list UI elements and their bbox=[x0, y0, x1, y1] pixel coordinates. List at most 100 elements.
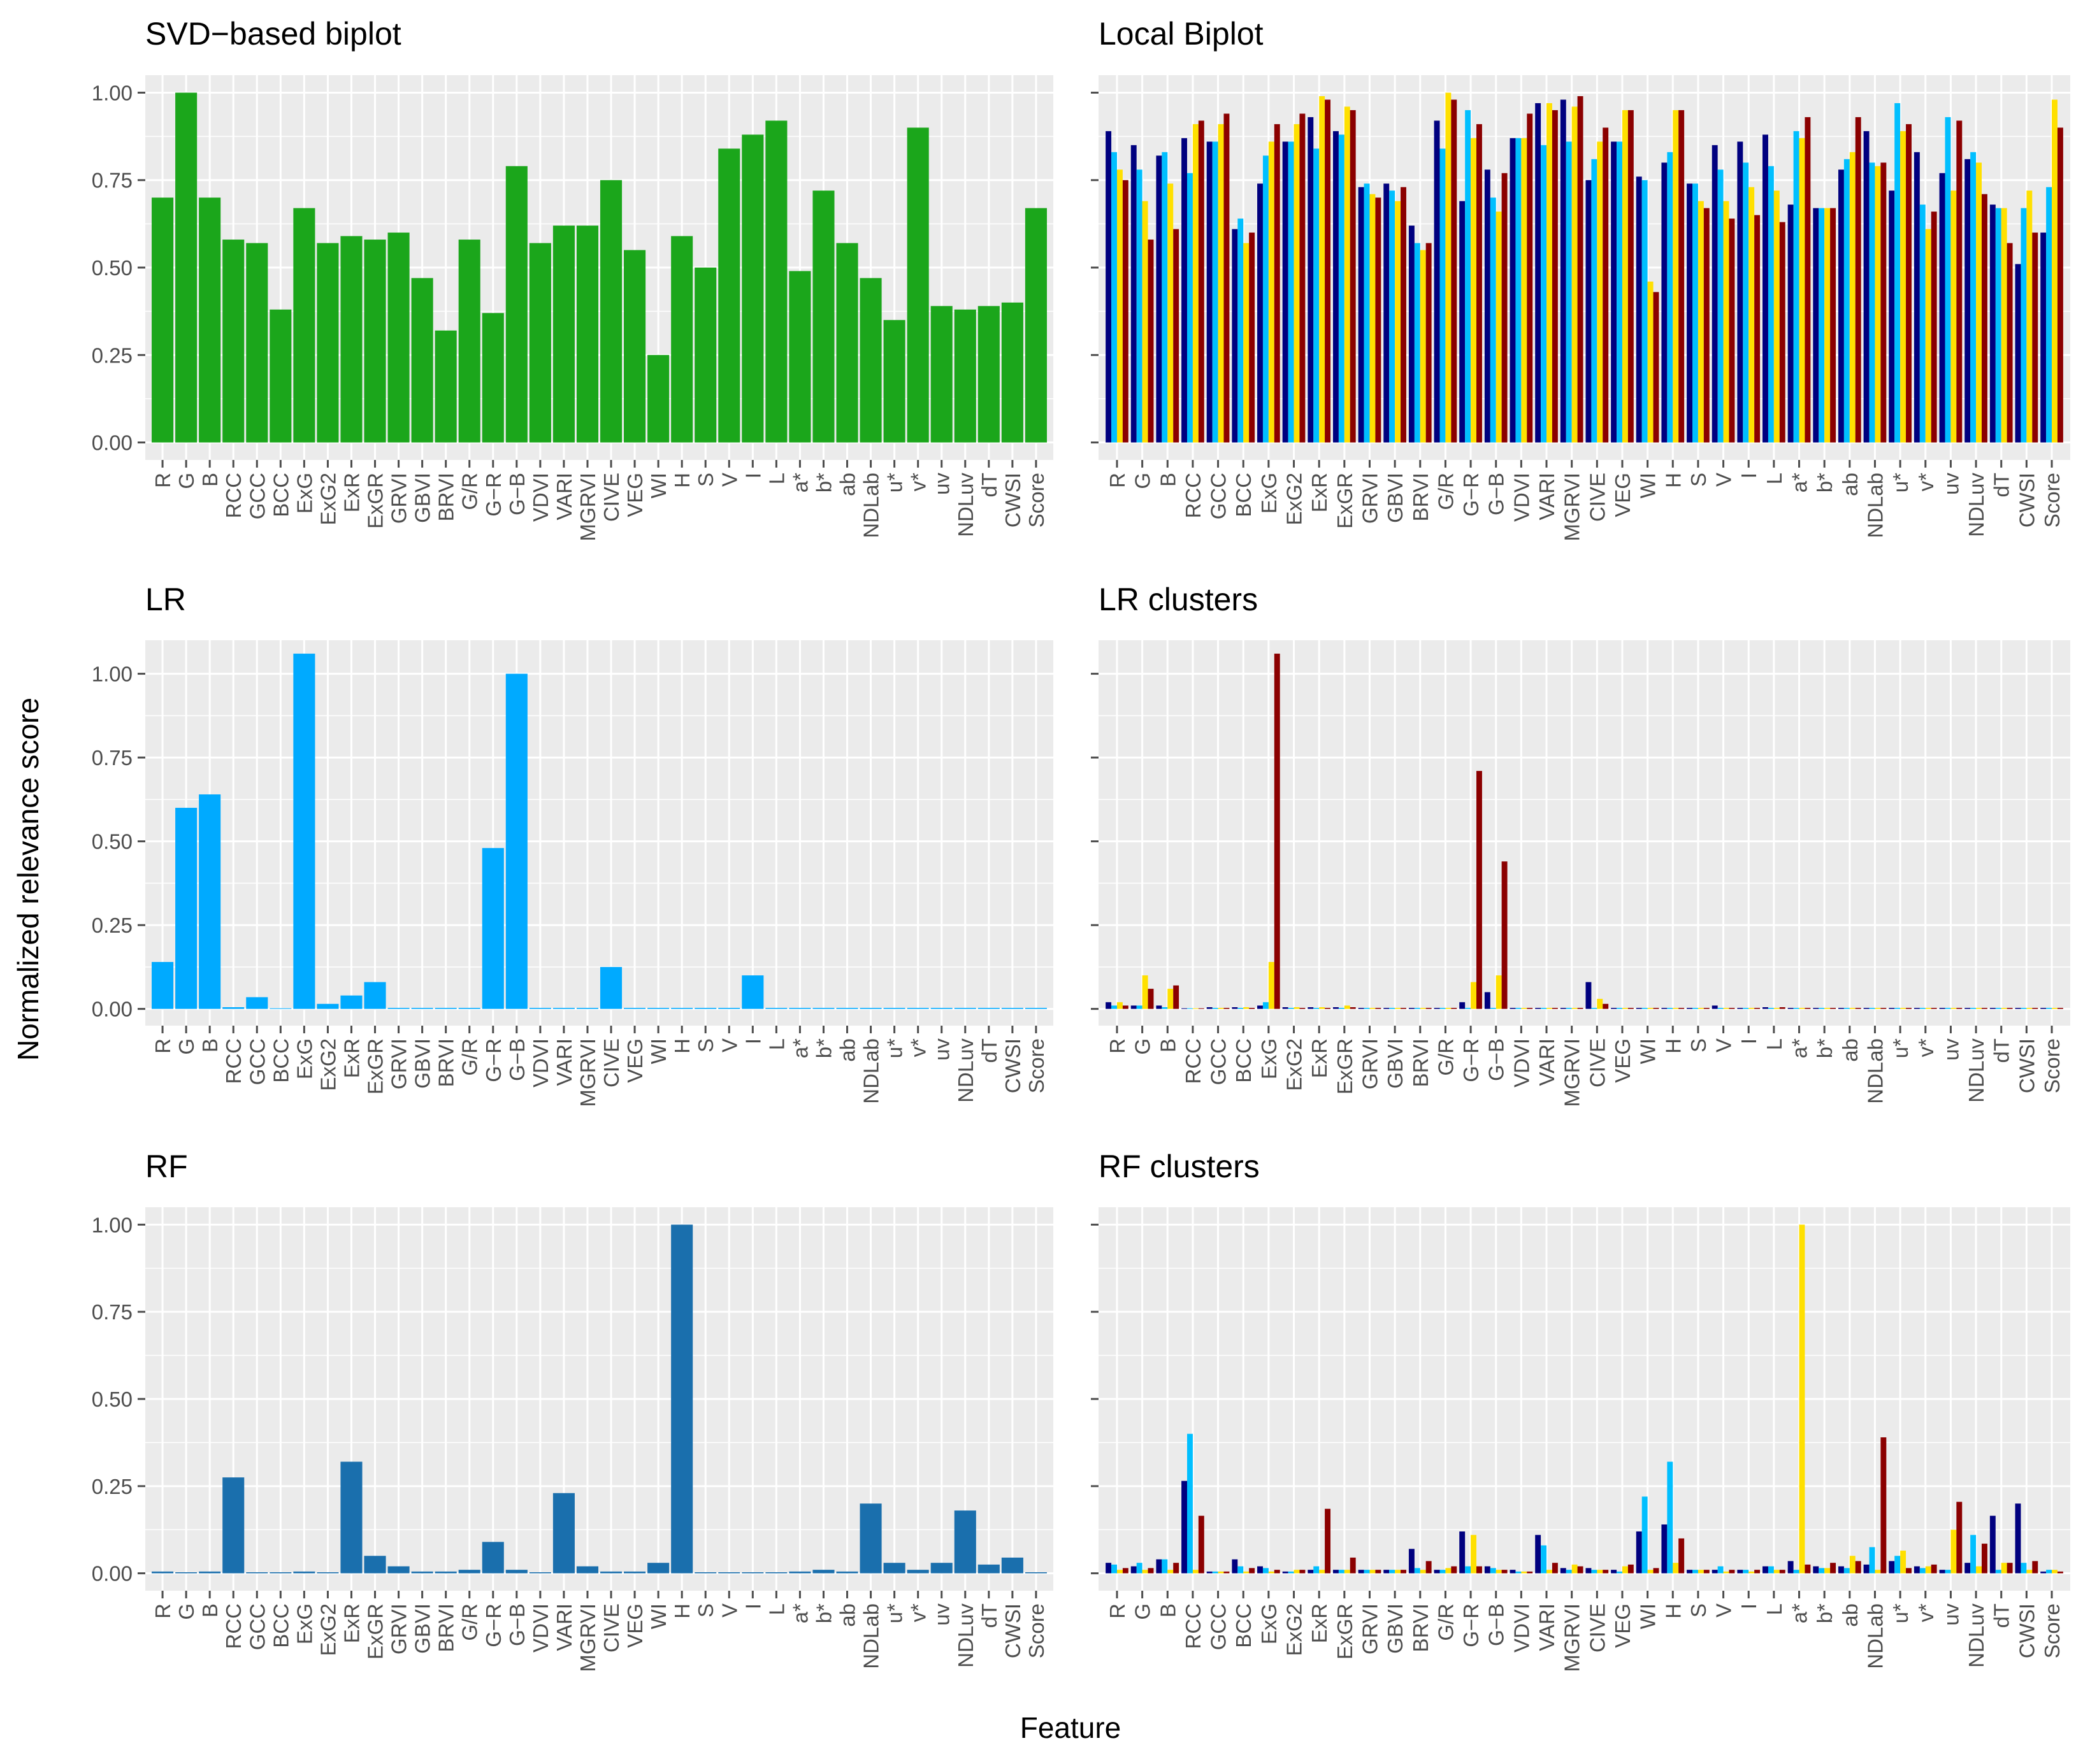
x-tick-label: NDLab bbox=[860, 1038, 883, 1104]
bar-S-cluster-4 bbox=[1703, 208, 1710, 443]
x-tick-label: ExG2 bbox=[1283, 473, 1306, 526]
bars bbox=[152, 1224, 1047, 1574]
x-tick-label: CIVE bbox=[1585, 473, 1609, 522]
x-tick-label: ab bbox=[836, 473, 860, 496]
x-tick-label: CWSI bbox=[2015, 473, 2038, 527]
x-tick-label: S bbox=[1687, 1038, 1710, 1052]
bar-G/R-cluster-1 bbox=[1434, 1008, 1440, 1009]
bar-RCC-cluster-4 bbox=[1198, 1516, 1204, 1574]
x-tick-label: b* bbox=[812, 1038, 835, 1058]
x-tick-label: RCC bbox=[1181, 1038, 1205, 1084]
bar-L-cluster-2 bbox=[1768, 166, 1774, 443]
bar-VDVI-cluster-4 bbox=[1527, 1008, 1533, 1009]
bar-MGRVI bbox=[576, 1566, 599, 1574]
panel-background bbox=[1099, 640, 2070, 1026]
bar-RCC-cluster-2 bbox=[1187, 1008, 1193, 1009]
bar-NDLab-cluster-3 bbox=[1875, 1008, 1881, 1009]
bar-VARI-cluster-3 bbox=[1546, 1570, 1552, 1574]
bar-VEG-cluster-3 bbox=[1622, 1566, 1628, 1574]
bar-B-cluster-1 bbox=[1156, 1005, 1162, 1009]
bar-G−R-cluster-2 bbox=[1465, 110, 1471, 443]
bar-BCC-cluster-4 bbox=[1249, 1568, 1255, 1574]
bar-ExGR-cluster-2 bbox=[1338, 1008, 1344, 1009]
x-tick-label: ExR bbox=[1308, 473, 1331, 512]
bar-G−B-cluster-4 bbox=[1501, 173, 1508, 443]
bar-CIVE-cluster-1 bbox=[1585, 180, 1592, 443]
x-tick-label: uv bbox=[1939, 473, 1963, 495]
bar-B-cluster-3 bbox=[1167, 183, 1174, 443]
bar-dT-cluster-1 bbox=[1989, 1516, 1996, 1574]
bar-ExG-cluster-4 bbox=[1274, 124, 1280, 443]
bar-GRVI bbox=[387, 233, 410, 443]
bar-MGRVI-cluster-2 bbox=[1566, 1570, 1572, 1574]
bar-BRVI-cluster-4 bbox=[1425, 1561, 1432, 1574]
bar-BCC-cluster-1 bbox=[1232, 1559, 1238, 1574]
bar-uv-cluster-4 bbox=[1956, 1502, 1963, 1574]
bar-u*-cluster-1 bbox=[1889, 1008, 1895, 1009]
x-tick-label: a* bbox=[788, 473, 812, 492]
bar-v*-cluster-1 bbox=[1914, 1566, 1920, 1574]
bar-a*-cluster-1 bbox=[1787, 1561, 1794, 1574]
bar-CWSI bbox=[1001, 302, 1023, 443]
bar-ExG bbox=[293, 1571, 315, 1574]
bar-ExG-cluster-2 bbox=[1262, 1568, 1269, 1574]
bar-S bbox=[695, 1572, 717, 1574]
bar-S-cluster-3 bbox=[1697, 201, 1704, 443]
bar-NDLuv-cluster-3 bbox=[1976, 1566, 1982, 1574]
bar-H-cluster-1 bbox=[1661, 1524, 1668, 1574]
x-tick-label: S bbox=[694, 1603, 717, 1617]
bar-uv-cluster-1 bbox=[1939, 1008, 1945, 1009]
bar-u* bbox=[883, 320, 905, 443]
bar-BRVI-cluster-2 bbox=[1414, 1568, 1420, 1574]
bar-v*-cluster-2 bbox=[1919, 1008, 1926, 1009]
x-tick-label: ExGR bbox=[1333, 473, 1357, 529]
x-tick-label: VDVI bbox=[529, 473, 552, 522]
bar-NDLuv-cluster-3 bbox=[1976, 162, 1982, 443]
bar-NDLab-cluster-4 bbox=[1880, 1437, 1887, 1574]
bar-B-cluster-2 bbox=[1162, 1007, 1168, 1009]
bar-CWSI-cluster-4 bbox=[2032, 1561, 2038, 1574]
bar-dT bbox=[977, 1008, 1000, 1009]
bar-GCC bbox=[246, 243, 268, 443]
bar-ExG bbox=[293, 654, 315, 1009]
bar-B-cluster-4 bbox=[1173, 229, 1179, 443]
bar-GRVI-cluster-3 bbox=[1369, 1008, 1376, 1009]
bar-GBVI-cluster-4 bbox=[1401, 1570, 1406, 1574]
bar-ExG2 bbox=[317, 1572, 339, 1574]
bar-dT-cluster-2 bbox=[1995, 1570, 2001, 1574]
bar-ExG2-cluster-3 bbox=[1294, 1007, 1300, 1009]
bar-a* bbox=[789, 271, 811, 443]
x-tick-label: L bbox=[1762, 473, 1786, 484]
bar-ExR-cluster-1 bbox=[1308, 1007, 1314, 1009]
x-tick-label: B bbox=[198, 1603, 222, 1617]
x-tick-label: NDLuv bbox=[954, 473, 977, 537]
grid bbox=[145, 1207, 1053, 1591]
x-tick-label: ExG bbox=[292, 473, 316, 513]
bar-S bbox=[695, 1008, 717, 1009]
x-tick-label: H bbox=[1661, 1038, 1685, 1054]
x-tick-label: ExGR bbox=[364, 1603, 387, 1660]
bar-G−R-cluster-3 bbox=[1471, 982, 1476, 1009]
bar-L-cluster-1 bbox=[1762, 1566, 1768, 1574]
bar-a*-cluster-4 bbox=[1805, 1008, 1811, 1009]
x-tick-label: G−R bbox=[1459, 1603, 1483, 1647]
bar-ab bbox=[836, 1571, 858, 1574]
bar-VEG-cluster-4 bbox=[1627, 1008, 1634, 1009]
x-tick-label: dT bbox=[977, 473, 1001, 498]
bar-I-cluster-2 bbox=[1743, 162, 1749, 443]
x-tick-label: V bbox=[717, 1603, 741, 1617]
bar-BRVI-cluster-3 bbox=[1420, 1008, 1426, 1009]
bar-L bbox=[765, 1572, 788, 1574]
bar-G−R-cluster-2 bbox=[1465, 1566, 1471, 1574]
bar-G/R bbox=[458, 1570, 480, 1574]
x-tick-label: NDLab bbox=[1863, 473, 1887, 538]
bar-Score-cluster-4 bbox=[2057, 1571, 2063, 1574]
bar-Score-cluster-1 bbox=[2040, 1571, 2047, 1574]
bar-Score-cluster-2 bbox=[2046, 187, 2052, 443]
x-tick-label: VARI bbox=[552, 1038, 576, 1086]
bar-NDLab-cluster-2 bbox=[1869, 1547, 1875, 1574]
bar-R-cluster-2 bbox=[1111, 1005, 1117, 1009]
bar-CWSI-cluster-1 bbox=[2015, 1008, 2021, 1009]
bars bbox=[1106, 92, 2063, 443]
bar-CWSI-cluster-4 bbox=[2032, 1008, 2038, 1009]
